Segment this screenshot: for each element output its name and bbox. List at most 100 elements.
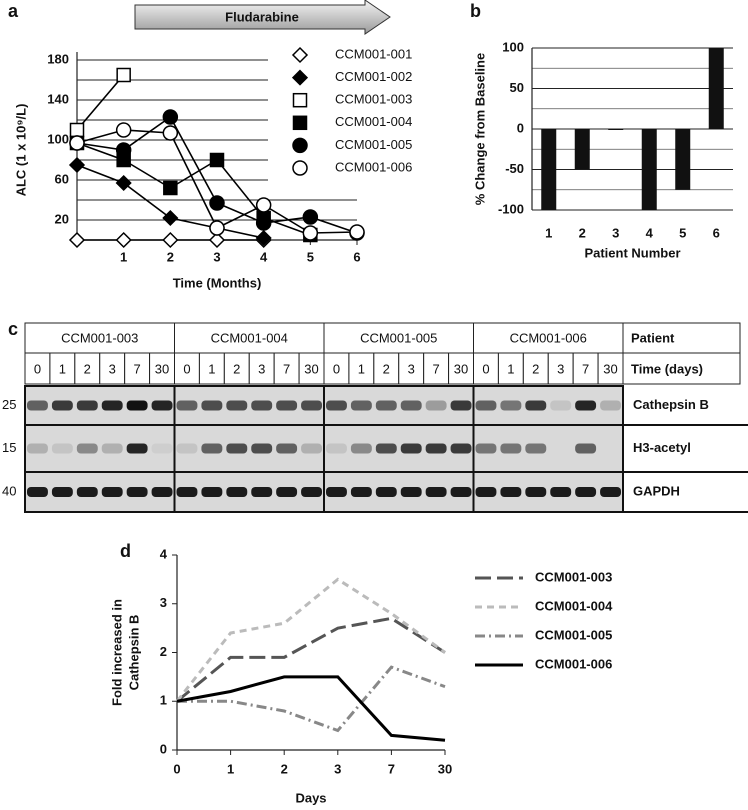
- blot-panel: [323, 471, 475, 513]
- band: [475, 487, 497, 497]
- y-tick-label: 100: [47, 131, 69, 146]
- time-cell: [298, 352, 325, 385]
- time-label: 3: [408, 361, 415, 376]
- legend-label: CCM001-005: [535, 627, 612, 642]
- header-cell: [622, 352, 741, 385]
- blot-panel: [323, 385, 475, 426]
- marker: [162, 209, 179, 227]
- bar: [641, 129, 657, 210]
- y-axis-label: % Change from Baseline: [472, 53, 487, 205]
- x-tick-label: 0: [173, 761, 180, 776]
- bar: [541, 129, 557, 210]
- time-label: 7: [283, 361, 290, 376]
- time-label: 2: [383, 361, 390, 376]
- protein-label: H3-acetyl: [633, 440, 691, 455]
- blot-panel: [472, 385, 624, 426]
- legend-label: CCM001-004: [335, 114, 412, 129]
- x-tick-label: 1: [120, 249, 127, 264]
- blot-panel: [472, 424, 624, 473]
- band: [400, 400, 422, 411]
- legend-marker: [291, 69, 309, 86]
- band: [450, 443, 472, 454]
- blot-panel: [472, 471, 624, 513]
- y-tick-label: 1: [160, 693, 167, 708]
- band: [276, 487, 298, 497]
- time-cell: [248, 352, 275, 385]
- y-tick-label: 2: [160, 644, 167, 659]
- x-tick-label: 5: [307, 249, 314, 264]
- series-line: [177, 665, 446, 733]
- band: [350, 443, 372, 454]
- band: [326, 487, 347, 497]
- band: [350, 487, 372, 497]
- band: [500, 443, 522, 454]
- time-cell: [49, 352, 76, 385]
- band: [575, 443, 597, 454]
- band: [76, 487, 98, 497]
- band: [375, 400, 397, 411]
- panel-label: c: [8, 319, 18, 339]
- bar: [574, 129, 590, 170]
- band: [226, 443, 248, 454]
- marker: [162, 125, 179, 141]
- band: [76, 400, 98, 411]
- marker: [116, 67, 131, 83]
- band: [126, 443, 148, 454]
- band: [151, 400, 173, 411]
- band: [226, 400, 248, 411]
- band: [500, 400, 522, 411]
- legend-label: CCM001-003: [535, 569, 612, 584]
- marker: [115, 122, 132, 138]
- band: [201, 400, 223, 411]
- band: [575, 487, 597, 497]
- marker: [115, 174, 132, 192]
- x-tick-label: 2: [167, 249, 174, 264]
- series-line: [76, 74, 125, 131]
- bar: [675, 129, 691, 190]
- y-tick-label: 60: [55, 171, 69, 186]
- band: [350, 400, 372, 411]
- time-cell: [223, 352, 250, 385]
- band: [550, 400, 572, 411]
- marker: [162, 109, 179, 125]
- series-line: [76, 164, 264, 239]
- band: [375, 487, 397, 497]
- x-tick-label: 3: [213, 249, 220, 264]
- time-label: 2: [84, 361, 91, 376]
- band: [176, 487, 198, 497]
- time-cell: [174, 352, 200, 385]
- band: [425, 443, 447, 454]
- band: [525, 443, 547, 454]
- time-label: 3: [109, 361, 116, 376]
- bar: [608, 129, 624, 130]
- time-label: 3: [258, 361, 265, 376]
- marker: [163, 180, 178, 196]
- series-line: [76, 142, 311, 236]
- band: [375, 443, 397, 454]
- band: [326, 443, 347, 454]
- time-label: 7: [582, 361, 589, 376]
- legend-label: CCM001-004: [535, 598, 613, 613]
- marker: [69, 122, 85, 138]
- band: [251, 443, 273, 454]
- marker: [255, 197, 272, 213]
- legend-marker: [292, 92, 308, 108]
- band: [525, 487, 547, 497]
- panel-label: b: [470, 1, 481, 21]
- time-label: 7: [433, 361, 440, 376]
- patient-label: CCM001-003: [61, 330, 138, 345]
- time-cell: [547, 352, 574, 385]
- time-cell: [124, 352, 151, 385]
- band: [27, 443, 48, 454]
- time-label: 1: [208, 361, 215, 376]
- band: [600, 487, 621, 497]
- legend-marker: [292, 137, 308, 154]
- legend-label: CCM001-006: [335, 159, 412, 174]
- time-cell: [597, 352, 624, 385]
- series-line: [176, 675, 446, 742]
- time-label: 30: [304, 361, 318, 376]
- time-cell: [423, 352, 450, 385]
- arrow: [134, 0, 391, 35]
- band: [301, 400, 322, 411]
